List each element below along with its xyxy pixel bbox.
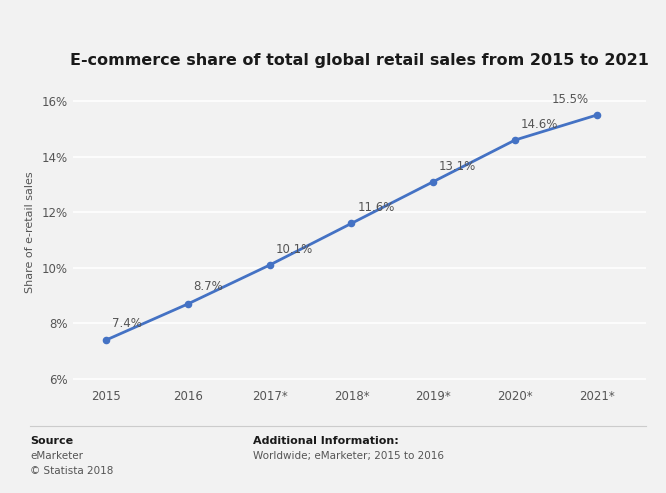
Text: 14.6%: 14.6% xyxy=(521,118,558,131)
Text: 13.1%: 13.1% xyxy=(439,160,476,173)
Text: 7.4%: 7.4% xyxy=(112,317,142,329)
Text: 8.7%: 8.7% xyxy=(194,281,223,293)
Text: eMarketer
© Statista 2018: eMarketer © Statista 2018 xyxy=(30,451,113,476)
Point xyxy=(346,219,357,227)
Text: 10.1%: 10.1% xyxy=(275,243,312,256)
Point xyxy=(182,300,193,308)
Y-axis label: Share of e-retail sales: Share of e-retail sales xyxy=(25,171,35,292)
Point xyxy=(264,261,275,269)
Title: E-commerce share of total global retail sales from 2015 to 2021: E-commerce share of total global retail … xyxy=(70,53,649,68)
Text: 11.6%: 11.6% xyxy=(357,202,394,214)
Text: Source: Source xyxy=(30,436,73,446)
Text: 15.5%: 15.5% xyxy=(552,93,589,106)
Point xyxy=(591,111,602,119)
Point xyxy=(509,136,520,144)
Point xyxy=(101,336,111,344)
Text: Additional Information:: Additional Information: xyxy=(253,436,399,446)
Text: Worldwide; eMarketer; 2015 to 2016: Worldwide; eMarketer; 2015 to 2016 xyxy=(253,451,444,461)
Point xyxy=(428,178,439,186)
